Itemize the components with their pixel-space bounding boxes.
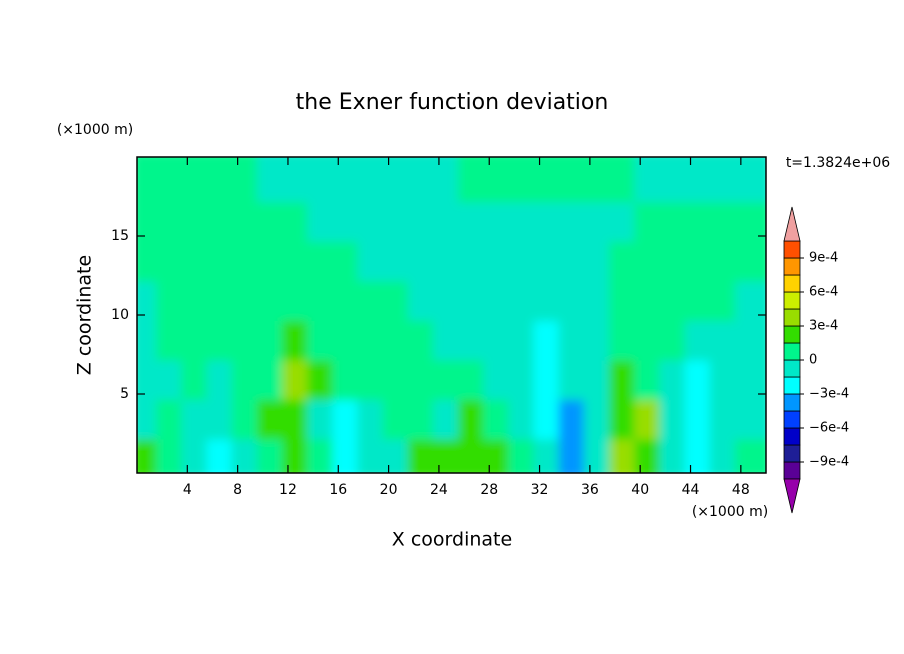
colorbar-box [783, 444, 801, 463]
colorbar-label: −6e-4 [809, 421, 849, 436]
colorbar-label: 0 [809, 353, 817, 368]
colorbar-label: 3e-4 [809, 319, 838, 334]
colorbar-box [783, 308, 801, 327]
colorbar-label: −9e-4 [809, 455, 849, 470]
colorbar-box [783, 274, 801, 293]
colorbar-under [783, 478, 801, 514]
annotation: t=1.3824e+06 [786, 155, 890, 171]
x-tick-label: 44 [682, 482, 700, 498]
colorbar-label: −3e-4 [809, 387, 849, 402]
x-tick-label: 32 [531, 482, 549, 498]
x-tick-label: 48 [732, 482, 750, 498]
y-tick-label: 5 [120, 386, 129, 402]
x-tick-label: 24 [430, 482, 448, 498]
x-tick-label: 16 [329, 482, 347, 498]
x-tick-label: 28 [480, 482, 498, 498]
x-tick-label: 20 [380, 482, 398, 498]
colorbar-box [783, 240, 801, 259]
colorbar-box [783, 325, 801, 344]
x-tick-label: 36 [581, 482, 599, 498]
chart-title: the Exner function deviation [296, 90, 609, 115]
colorbar-label: 9e-4 [809, 251, 838, 266]
colorbar-box [783, 410, 801, 429]
colorbar-box [783, 342, 801, 361]
x-tick-label: 40 [631, 482, 649, 498]
x-tick-label: 4 [183, 482, 192, 498]
cells [137, 157, 766, 473]
y-tick-label: 15 [111, 228, 129, 244]
field [137, 157, 766, 473]
x-axis-label: X coordinate [392, 529, 512, 551]
colorbar-box [783, 393, 801, 412]
y-axis-label: Z coordinate [74, 255, 96, 375]
colorbar-over [783, 206, 801, 242]
x-tick-label: 12 [279, 482, 297, 498]
colorbar-box [783, 376, 801, 395]
y-unit: (×1000 m) [57, 122, 133, 138]
colorbar-box [783, 427, 801, 446]
colorbar-box [783, 291, 801, 310]
contour-cell [734, 157, 766, 203]
colorbar-box [783, 359, 801, 378]
x-unit: (×1000 m) [692, 504, 768, 520]
colorbar-box [783, 461, 801, 480]
colorbar-label: 6e-4 [809, 285, 838, 300]
y-tick-label: 10 [111, 307, 129, 323]
x-tick-label: 8 [233, 482, 242, 498]
colorbar-box [783, 257, 801, 276]
